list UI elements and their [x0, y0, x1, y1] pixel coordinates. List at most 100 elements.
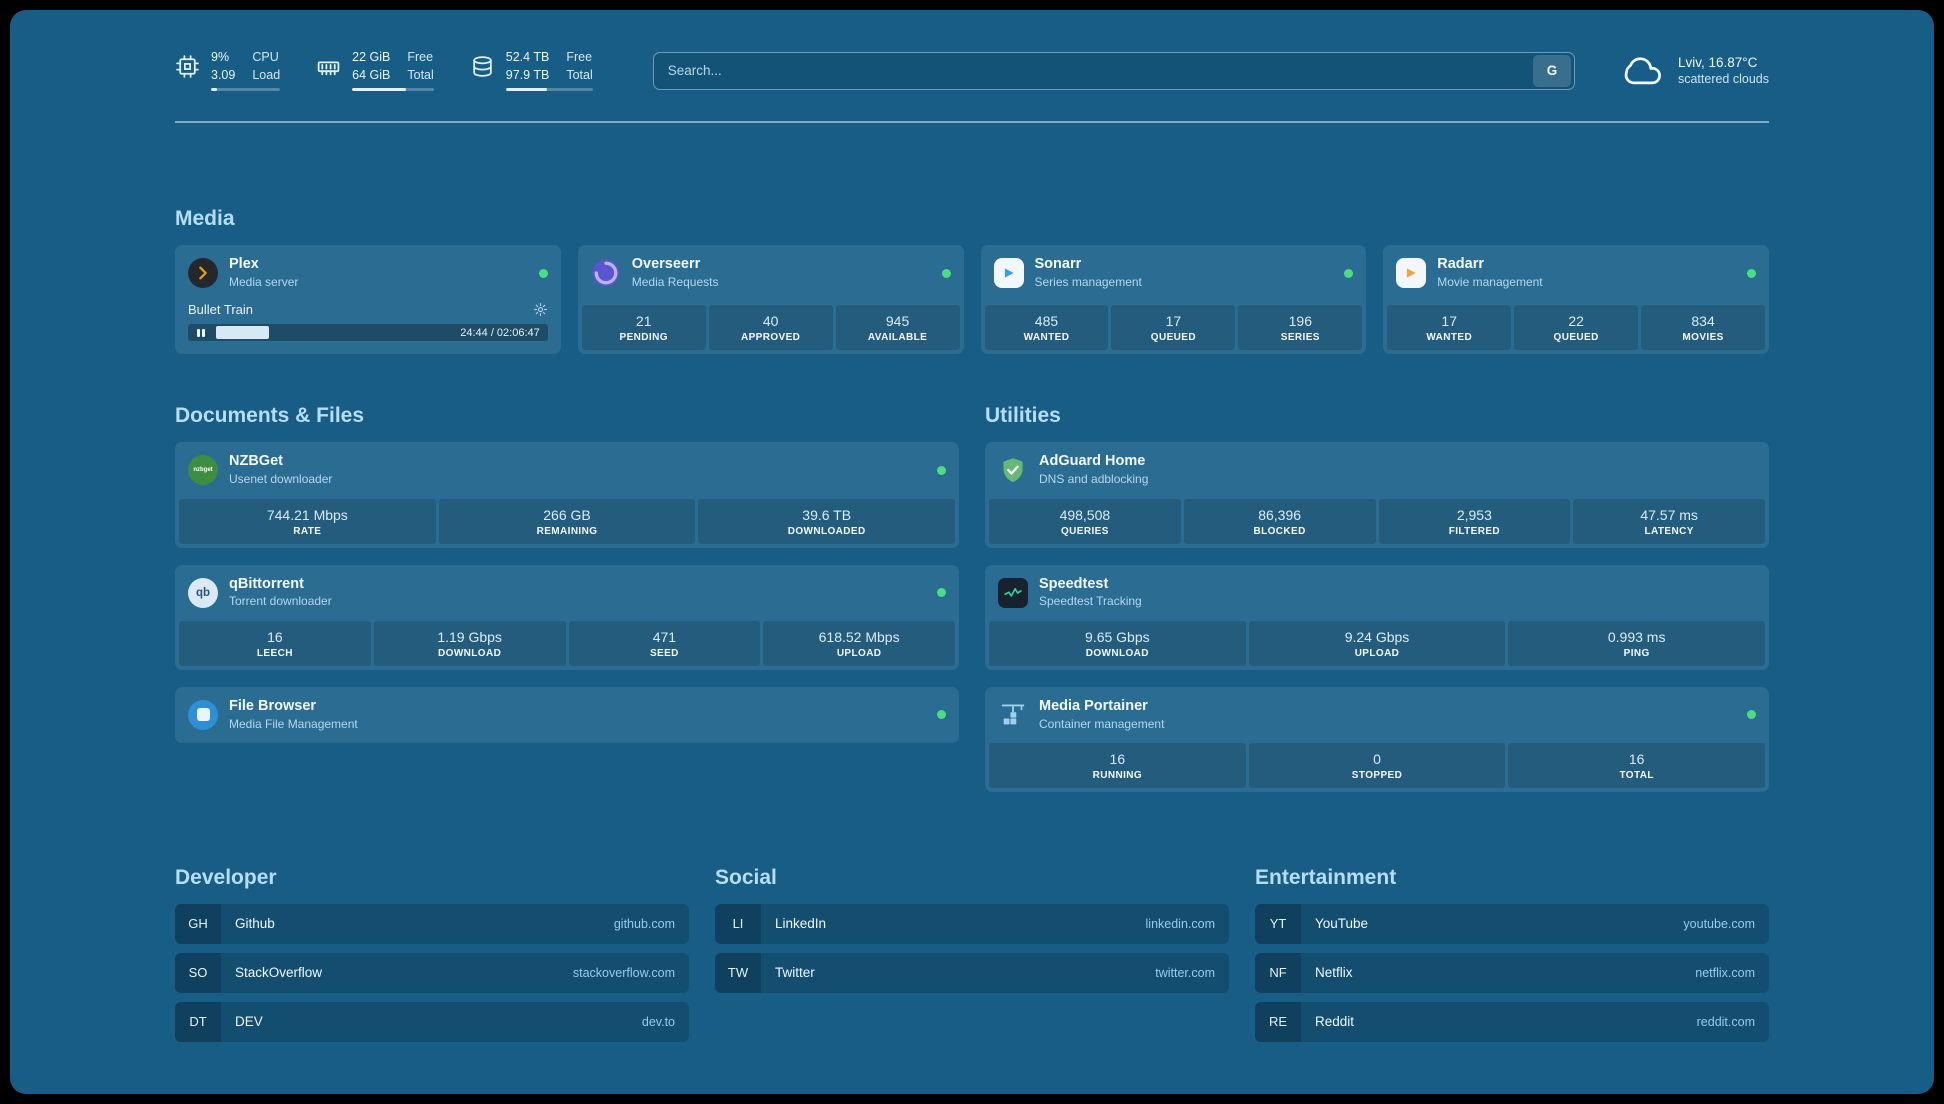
stat-value: 16 — [267, 628, 283, 645]
playback-time: 24:44 / 02:06:47 — [460, 326, 540, 339]
stat-tile: 0.993 ms PING — [1508, 620, 1766, 666]
bookmark-netflix[interactable]: NF Netflix netflix.com — [1255, 952, 1769, 993]
stat-tile: 2,953 FILTERED — [1378, 498, 1571, 544]
resource-widgets: 9% 3.09 CPU Load — [175, 50, 593, 92]
cpu-usage-label: CPU — [252, 50, 279, 64]
stat-label: DOWNLOAD — [1085, 647, 1149, 659]
service-subtitle: DNS and adblocking — [1039, 472, 1149, 487]
service-card-filebrowser[interactable]: File Browser Media File Management — [175, 686, 959, 743]
progress-track[interactable]: 24:44 / 02:06:47 — [214, 324, 548, 342]
bookmark-url: reddit.com — [1696, 1014, 1755, 1029]
stat-label: WANTED — [1426, 332, 1473, 344]
bookmark-dev[interactable]: DT DEV dev.to — [175, 1001, 689, 1042]
service-stats: 21 PENDING 40 APPROVED 945 AVAILABLE — [578, 305, 964, 354]
bookmark-name: Netflix — [1315, 965, 1353, 981]
service-stats: 16 LEECH 1.19 Gbps DOWNLOAD 471 SEED 6 — [175, 620, 959, 670]
service-title: Speedtest — [1039, 575, 1109, 592]
stat-tile: 22 QUEUED — [1514, 305, 1639, 351]
cloud-icon — [1621, 53, 1665, 89]
disk-widget: 52.4 TB 97.9 TB Free Total — [470, 50, 593, 92]
bookmark-reddit[interactable]: RE Reddit reddit.com — [1255, 1001, 1769, 1042]
service-card-overseerr[interactable]: Overseerr Media Requests 21 PENDING 40 A… — [577, 245, 964, 355]
stat-tile: 485 WANTED — [984, 305, 1109, 351]
status-dot — [538, 268, 548, 278]
service-card-radarr[interactable]: Radarr Movie management 17 WANTED 22 QUE… — [1383, 245, 1769, 355]
qbittorrent-icon-text: qb — [195, 586, 211, 599]
bookmark-name: Reddit — [1315, 1014, 1355, 1030]
stat-value: 9.65 Gbps — [1085, 628, 1150, 645]
stat-tile: 1.19 Gbps DOWNLOAD — [373, 620, 566, 666]
service-subtitle: Media File Management — [229, 716, 358, 731]
stat-tile: 834 MOVIES — [1641, 305, 1766, 351]
service-subtitle: Speedtest Tracking — [1039, 594, 1142, 609]
stat-tile: 9.65 Gbps DOWNLOAD — [989, 620, 1246, 666]
pause-button[interactable] — [188, 324, 214, 342]
service-card-adguard[interactable]: AdGuard Home DNS and adblocking 498,508 … — [985, 442, 1769, 548]
stat-tile: 17 WANTED — [1387, 305, 1512, 351]
cpu-usage-bar — [211, 88, 281, 92]
stat-label: FILTERED — [1448, 525, 1501, 537]
stat-value: 2,953 — [1456, 506, 1492, 523]
card-header: qb qBittorrent Torrent downloader — [175, 565, 959, 621]
stat-value: 16 — [1628, 750, 1645, 767]
playback-bar: 24:44 / 02:06:47 — [175, 324, 561, 354]
memory-icon — [316, 54, 341, 79]
card-header: AdGuard Home DNS and adblocking — [985, 442, 1769, 498]
search-provider-button[interactable]: G — [1532, 54, 1571, 87]
bookmark-linkedin[interactable]: LI LinkedIn linkedin.com — [715, 903, 1229, 944]
stat-value: 0 — [1373, 750, 1381, 767]
service-card-sonarr[interactable]: Sonarr Series management 485 WANTED 17 Q… — [980, 245, 1367, 355]
stat-label: BLOCKED — [1253, 525, 1306, 537]
memory-total-value: 64 GiB — [352, 67, 391, 82]
status-dot — [941, 268, 951, 278]
service-stats: 744.21 Mbps RATE 266 GB REMAINING 39.6 T… — [175, 498, 959, 548]
memory-widget: 22 GiB 64 GiB Free Total — [316, 50, 434, 92]
bookmark-abbr: TW — [715, 952, 761, 993]
weather-location: Lviv, 16.87°C — [1677, 55, 1758, 71]
settings-gear-icon[interactable] — [533, 302, 548, 317]
service-stats: 498,508 QUERIES 86,396 BLOCKED 2,953 FIL… — [985, 498, 1769, 548]
service-title: Overseerr — [631, 256, 701, 273]
stat-label: PING — [1623, 647, 1650, 659]
bookmark-abbr: NF — [1255, 952, 1301, 993]
service-card-portainer[interactable]: Media Portainer Container management 16 … — [985, 686, 1769, 792]
service-title: qBittorrent — [229, 575, 304, 592]
service-subtitle: Usenet downloader — [229, 472, 333, 487]
search-input[interactable] — [667, 63, 1533, 79]
service-stats: 17 WANTED 22 QUEUED 834 MOVIES — [1383, 305, 1769, 354]
portainer-icon — [998, 700, 1028, 730]
stat-label: SERIES — [1280, 332, 1320, 344]
stat-value: 1.19 Gbps — [437, 628, 502, 645]
bookmark-abbr: GH — [175, 903, 221, 944]
section-title-social: Social — [715, 865, 777, 889]
bookmark-twitter[interactable]: TW Twitter twitter.com — [715, 952, 1229, 993]
bookmark-name: LinkedIn — [775, 916, 827, 932]
bookmark-url: twitter.com — [1155, 965, 1215, 980]
stat-value: 0.993 ms — [1607, 628, 1666, 645]
bookmark-stackoverflow[interactable]: SO StackOverflow stackoverflow.com — [175, 952, 689, 993]
service-card-speedtest[interactable]: Speedtest Speedtest Tracking 9.65 Gbps D… — [985, 564, 1769, 670]
service-card-plex[interactable]: Plex Media server Bullet Train 24:44 / — [175, 245, 561, 355]
disk-free-label: Free — [566, 50, 593, 64]
service-subtitle: Media server — [229, 275, 299, 290]
service-card-qbittorrent[interactable]: qb qBittorrent Torrent downloader 16 LEE… — [175, 564, 959, 670]
stat-value: 17 — [1441, 313, 1457, 330]
stat-value: 47.57 ms — [1640, 506, 1698, 523]
adguard-icon — [998, 455, 1028, 485]
service-card-nzbget[interactable]: nzbget NZBGet Usenet downloader 744.21 M… — [175, 442, 959, 548]
nzbget-icon: nzbget — [188, 455, 218, 486]
stat-label: QUEUED — [1150, 332, 1196, 344]
bookmark-url: github.com — [613, 916, 675, 931]
bookmark-github[interactable]: GH Github github.com — [175, 903, 689, 944]
bookmark-youtube[interactable]: YT YouTube youtube.com — [1255, 903, 1769, 944]
stat-value: 945 — [885, 313, 910, 330]
bookmark-name: Github — [235, 916, 275, 932]
section-documents: Documents & Files nzbget NZBGet Usenet d… — [175, 404, 959, 791]
bookmark-url: dev.to — [641, 1014, 675, 1029]
progress-fill — [216, 326, 270, 340]
stat-value: 744.21 Mbps — [266, 506, 348, 523]
qbittorrent-icon: qb — [188, 577, 218, 608]
stat-label: DOWNLOADED — [787, 525, 866, 537]
card-header: nzbget NZBGet Usenet downloader — [175, 442, 959, 498]
bookmark-abbr: SO — [175, 952, 221, 993]
